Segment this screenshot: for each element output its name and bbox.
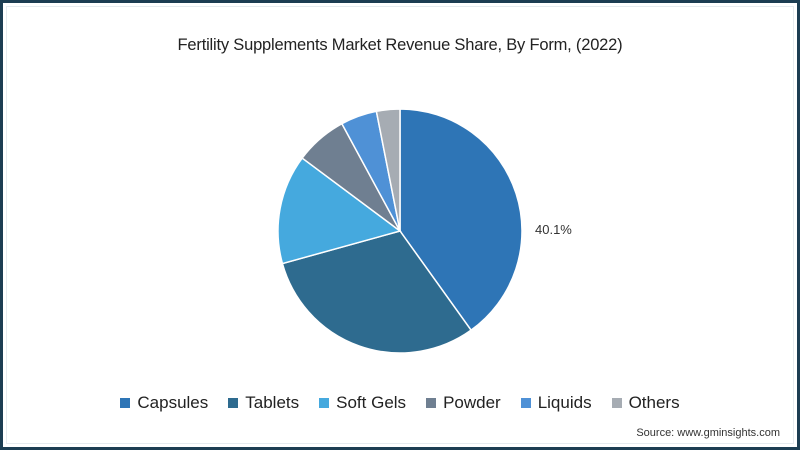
legend-item-tablets[interactable]: Tablets bbox=[228, 393, 299, 413]
legend-label: Capsules bbox=[137, 393, 209, 412]
legend-label: Tablets bbox=[245, 393, 300, 412]
legend-item-capsules[interactable]: Capsules bbox=[120, 393, 208, 413]
legend-swatch-tablets bbox=[228, 398, 239, 408]
legend-label: Liquids bbox=[537, 393, 592, 412]
pie-slice-capsules[interactable] bbox=[399, 108, 523, 332]
pie-slice-soft-gels[interactable] bbox=[277, 157, 402, 265]
legend-label: Soft Gels bbox=[336, 393, 407, 412]
pie-slice-others[interactable] bbox=[375, 108, 401, 232]
pie-slice-tablets[interactable] bbox=[281, 230, 473, 354]
legend-label: Powder bbox=[443, 393, 501, 412]
chart-title: Fertility Supplements Market Revenue Sha… bbox=[177, 36, 623, 54]
legend-item-soft-gels[interactable]: Soft Gels bbox=[319, 393, 406, 413]
pie-slices bbox=[277, 108, 523, 354]
legend-label: Others bbox=[628, 393, 680, 412]
chart-inner-border bbox=[6, 6, 794, 444]
legend-swatch-others bbox=[611, 398, 622, 408]
legend-swatch-soft-gels bbox=[319, 398, 330, 408]
legend-swatch-powder bbox=[426, 398, 437, 408]
legend-item-liquids[interactable]: Liquids bbox=[520, 393, 592, 413]
legend-item-others[interactable]: Others bbox=[611, 393, 680, 413]
legend-swatch-capsules bbox=[120, 398, 131, 408]
legend-swatch-liquids bbox=[520, 398, 531, 408]
capsules-data-label: 40.1% bbox=[535, 222, 572, 237]
legend: Capsules Tablets Soft Gels Powder Liquid… bbox=[0, 393, 800, 413]
legend-item-powder[interactable]: Powder bbox=[426, 393, 501, 413]
source-note: Source: www.gminsights.com bbox=[636, 427, 780, 439]
